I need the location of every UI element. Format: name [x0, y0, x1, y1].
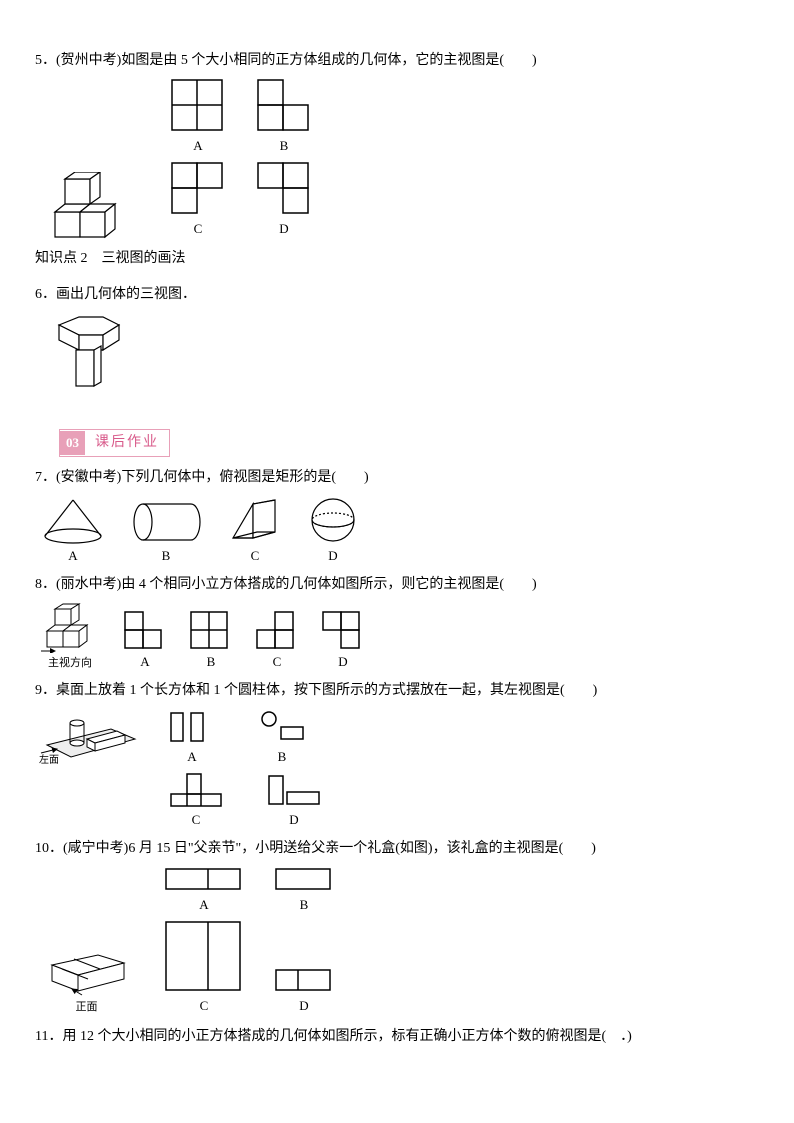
q7-label-d: D	[328, 546, 337, 567]
knowledge-point-2: 知识点 2 三视图的画法	[35, 248, 759, 270]
q7-label-c: C	[251, 546, 260, 567]
q8-option-d	[321, 610, 365, 650]
q10-option-c	[164, 920, 244, 994]
question-11: 11．用 12 个大小相同的小正方体搭成的几何体如图所示，标有正确小正方体个数的…	[35, 1026, 759, 1048]
q8-option-a	[123, 610, 167, 650]
question-6: 6．画出几何体的三视图．	[35, 284, 759, 392]
q5-solid-figure	[45, 172, 140, 240]
q7-label-a: A	[68, 546, 77, 567]
question-8: 8．(丽水中考)由 4 个相同小立方体搭成的几何体如图所示，则它的主视图是( )…	[35, 574, 759, 672]
q6-solid-figure	[41, 313, 131, 393]
question-10: 10．(咸宁中考)6 月 15 日"父亲节"，小明送给父亲一个礼盒(如图)，该礼…	[35, 838, 759, 1016]
section-badge: 03 课后作业	[59, 429, 170, 457]
q9-option-c	[167, 772, 225, 808]
q9-label-c: C	[192, 810, 201, 831]
q5-option-a-figure	[170, 78, 226, 134]
q5-figures-bottom: C D	[45, 161, 759, 240]
question-9: 9．桌面上放着 1 个长方体和 1 个圆柱体，按下图所示的方式摆放在一起，其左视…	[35, 680, 759, 830]
q7-cylinder-figure	[131, 500, 201, 544]
q7-cone-figure	[41, 496, 105, 544]
q5-figures-top: A B	[45, 78, 759, 157]
q7-sphere-figure	[309, 496, 357, 544]
q9-option-a	[167, 709, 217, 745]
q8-label-b: B	[207, 652, 216, 673]
q9-label-d: D	[289, 810, 298, 831]
question-7: 7．(安徽中考)下列几何体中，俯视图是矩形的是( ) A	[35, 467, 759, 566]
q7-text: 7．(安徽中考)下列几何体中，俯视图是矩形的是( )	[35, 467, 759, 489]
q5-label-b: B	[280, 136, 289, 157]
q10-solid-figure	[42, 947, 132, 997]
q10-view-label: 正面	[76, 999, 98, 1017]
q9-view-label: 左面	[39, 753, 59, 765]
q10-label-c: C	[200, 996, 209, 1017]
q10-label-d: D	[299, 996, 308, 1017]
q5-label-c: C	[194, 219, 203, 240]
q9-label-a: A	[187, 747, 196, 768]
q7-label-b: B	[162, 546, 171, 567]
section-title: 课后作业	[85, 430, 169, 456]
q8-label-a: A	[140, 652, 149, 673]
q8-label-c: C	[273, 652, 282, 673]
q8-view-label: 主视方向	[48, 655, 92, 673]
section-num: 03	[60, 431, 85, 456]
question-5: 5．(贺州中考)如图是由 5 个大小相同的正方体组成的几何体，它的主视图是( )…	[35, 50, 759, 240]
q11-text: 11．用 12 个大小相同的小正方体搭成的几何体如图所示，标有正确小正方体个数的…	[35, 1026, 759, 1048]
q10-label-a: A	[199, 895, 208, 916]
q8-text: 8．(丽水中考)由 4 个相同小立方体搭成的几何体如图所示，则它的主视图是( )	[35, 574, 759, 596]
q10-option-d	[274, 968, 334, 994]
q8-option-b	[189, 610, 233, 650]
q10-option-a	[164, 867, 244, 893]
q9-label-b: B	[278, 747, 287, 768]
q10-text: 10．(咸宁中考)6 月 15 日"父亲节"，小明送给父亲一个礼盒(如图)，该礼…	[35, 838, 759, 860]
q5-label-d: D	[279, 219, 288, 240]
q7-prism-figure	[227, 496, 283, 544]
q5-option-c-figure	[170, 161, 226, 217]
q8-solid-figure	[39, 603, 101, 653]
q6-text: 6．画出几何体的三视图．	[35, 284, 759, 306]
q5-text: 5．(贺州中考)如图是由 5 个大小相同的正方体组成的几何体，它的主视图是( )	[35, 50, 759, 72]
q9-option-d	[265, 772, 323, 808]
q5-label-a: A	[193, 136, 202, 157]
q10-label-b: B	[300, 895, 309, 916]
q8-label-d: D	[338, 652, 347, 673]
q9-solid-figure: 左面	[39, 709, 139, 765]
q5-option-d-figure	[256, 161, 312, 217]
q10-option-b	[274, 867, 334, 893]
q8-option-c	[255, 610, 299, 650]
q9-text: 9．桌面上放着 1 个长方体和 1 个圆柱体，按下图所示的方式摆放在一起，其左视…	[35, 680, 759, 702]
q9-option-b	[257, 709, 307, 745]
q5-option-b-figure	[256, 78, 312, 134]
